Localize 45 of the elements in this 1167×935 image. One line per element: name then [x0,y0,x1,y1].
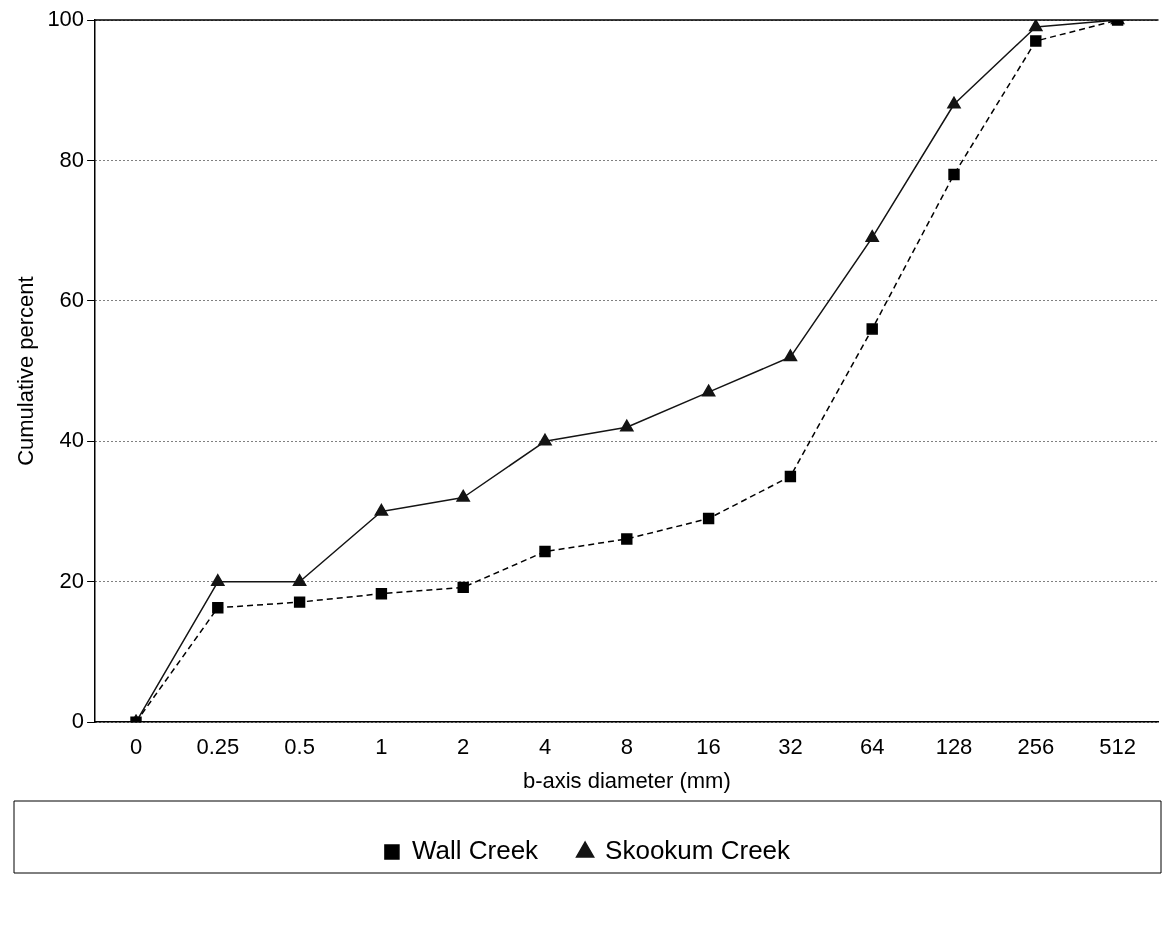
x-tick-label: 256 [1017,734,1055,760]
point [948,168,960,181]
point [292,574,307,587]
x-tick-label: 0.25 [196,734,240,760]
y-tick-label: 60 [59,286,85,312]
point [619,419,634,432]
point [293,596,306,608]
point [947,96,961,109]
y-axis-title: Cumulative percent [13,276,39,466]
point [865,229,880,242]
y-tick-label: 80 [59,146,85,172]
y-tick-label: 20 [59,567,85,593]
x-tick-label: 128 [935,734,973,760]
legend-label: Skookum Creek [605,835,792,866]
point [210,574,225,587]
x-tick-label: 512 [1099,734,1136,760]
x-tick-label: 1 [375,734,388,760]
y-tick-label: 40 [59,427,85,453]
point [621,533,633,545]
point [784,470,797,483]
y-tick-label: 100 [47,6,85,32]
x-tick-label: 4 [538,734,552,760]
point [375,588,388,600]
y-tick-label: 0 [71,708,85,734]
legend-label: Wall Creek [411,835,540,866]
point [1030,35,1042,47]
x-tick-label: 64 [859,734,885,760]
point [456,489,471,502]
x-tick-label: 0.5 [284,734,315,760]
point [539,545,551,558]
x-tick-label: 0 [129,734,143,760]
point [374,503,389,516]
point [457,581,469,594]
point [538,433,552,446]
x-tick-label: 8 [620,734,633,760]
point [702,512,715,525]
point [1028,20,1043,32]
point [783,349,798,362]
point [866,323,878,335]
x-tick-label: 2 [457,734,470,760]
point [701,384,716,397]
x-axis-title: b-axis diameter (mm) [522,767,731,793]
x-tick-label: 16 [696,734,721,760]
point [212,602,224,614]
x-tick-label: 32 [778,734,803,760]
